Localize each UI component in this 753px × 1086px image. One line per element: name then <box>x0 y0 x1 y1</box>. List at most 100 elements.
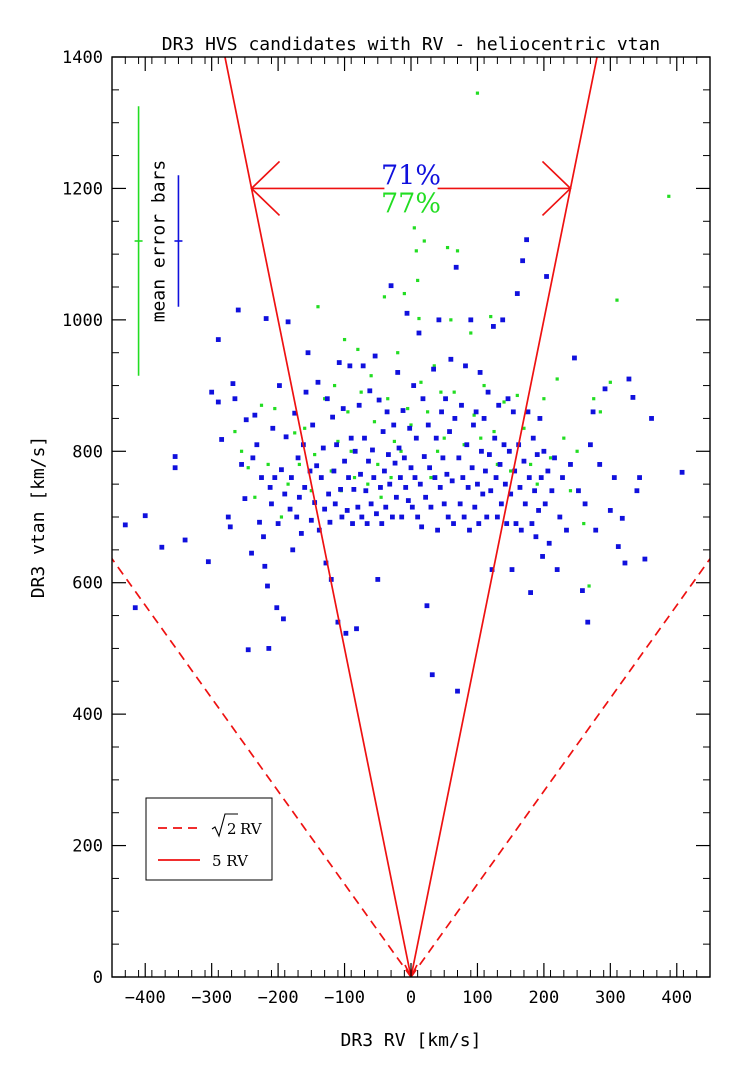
blue-point <box>526 475 532 480</box>
green-point <box>309 489 313 493</box>
blue-point <box>320 445 326 451</box>
blue-point <box>285 319 291 325</box>
blue-point <box>266 646 272 651</box>
blue-point <box>459 402 464 408</box>
blue-point <box>540 554 545 559</box>
blue-point <box>549 488 555 494</box>
blue-point <box>615 544 621 549</box>
y-tick-label: 400 <box>72 705 103 725</box>
blue-point <box>343 630 349 636</box>
blue-point <box>270 425 276 431</box>
green-point <box>575 449 579 453</box>
green-point <box>582 521 586 526</box>
sqrt2-rv-line-right <box>410 557 710 977</box>
sqrt-sign <box>211 813 238 838</box>
blue-point <box>252 412 258 418</box>
blue-point <box>382 468 387 474</box>
green-point <box>592 397 596 401</box>
blue-point <box>533 534 539 540</box>
green-point <box>598 410 602 414</box>
y-axis-label: DR3 vtan [km/s] <box>28 436 49 599</box>
green-point <box>502 400 506 404</box>
blue-point <box>480 491 486 497</box>
green-point <box>342 337 347 342</box>
blue-point <box>344 508 350 513</box>
green-point <box>273 406 277 411</box>
blue-point <box>232 396 238 402</box>
green-point <box>462 443 466 447</box>
blue-point <box>342 458 347 464</box>
blue-point <box>366 458 371 464</box>
blue-point <box>460 475 466 480</box>
blue-point <box>417 481 423 487</box>
blue-point <box>538 475 544 480</box>
blue-point <box>448 356 454 362</box>
blue-point <box>456 455 462 461</box>
green-point <box>402 291 406 296</box>
blue-point <box>305 350 311 356</box>
blue-point <box>314 463 320 469</box>
blue-point <box>471 422 476 428</box>
blue-point <box>545 468 551 474</box>
blue-point <box>172 454 178 459</box>
blue-point <box>235 307 241 313</box>
x-tick-label: −100 <box>324 988 365 1008</box>
blue-point <box>528 590 533 595</box>
green-point <box>445 245 450 250</box>
green-point <box>316 305 320 309</box>
blue-point <box>122 522 128 528</box>
green-point <box>452 390 456 394</box>
blue-point <box>408 465 414 471</box>
blue-point <box>355 504 361 510</box>
blue-point <box>350 521 355 526</box>
blue-point <box>302 485 308 490</box>
blue-point <box>219 437 225 442</box>
blue-point <box>411 383 417 388</box>
error-bars-label: mean error bars <box>149 160 170 323</box>
blue-point <box>500 317 506 323</box>
blue-point <box>490 324 496 329</box>
blue-point <box>243 417 249 423</box>
blue-point <box>477 370 483 375</box>
blue-point <box>439 409 444 415</box>
blue-point <box>159 544 165 550</box>
blue-point <box>541 448 547 454</box>
blue-point <box>593 527 599 533</box>
blue-point <box>483 468 488 474</box>
blue-point <box>368 501 374 507</box>
y-tick-label: 0 <box>93 968 103 988</box>
blue-point <box>622 560 628 566</box>
blue-point <box>505 396 511 402</box>
blue-point <box>532 488 537 494</box>
blue-point <box>322 506 328 512</box>
blue-point <box>451 521 456 526</box>
blue-point <box>339 514 345 520</box>
blue-point <box>444 471 450 477</box>
blue-point <box>461 514 467 520</box>
blue-point <box>476 521 482 526</box>
blue-point <box>568 462 573 467</box>
blue-point <box>372 353 378 359</box>
blue-point <box>415 514 421 520</box>
blue-point <box>274 605 280 611</box>
blue-point <box>497 462 503 467</box>
blue-point <box>262 563 268 569</box>
blue-point <box>433 435 439 441</box>
green-point <box>323 397 327 401</box>
blue-point <box>416 330 422 336</box>
green-point <box>293 431 297 435</box>
blue-point <box>457 501 463 507</box>
blue-point <box>602 386 608 392</box>
green-point <box>286 482 290 486</box>
blue-point <box>576 488 581 494</box>
blue-point <box>552 455 557 461</box>
blue-point <box>421 454 427 459</box>
blue-point <box>455 688 460 694</box>
blue-point <box>239 462 244 467</box>
blue-point <box>425 422 431 428</box>
green-point <box>587 584 591 588</box>
blue-point <box>380 429 386 434</box>
blue-point <box>409 504 415 510</box>
blue-point <box>296 494 302 500</box>
blue-point <box>502 481 508 487</box>
